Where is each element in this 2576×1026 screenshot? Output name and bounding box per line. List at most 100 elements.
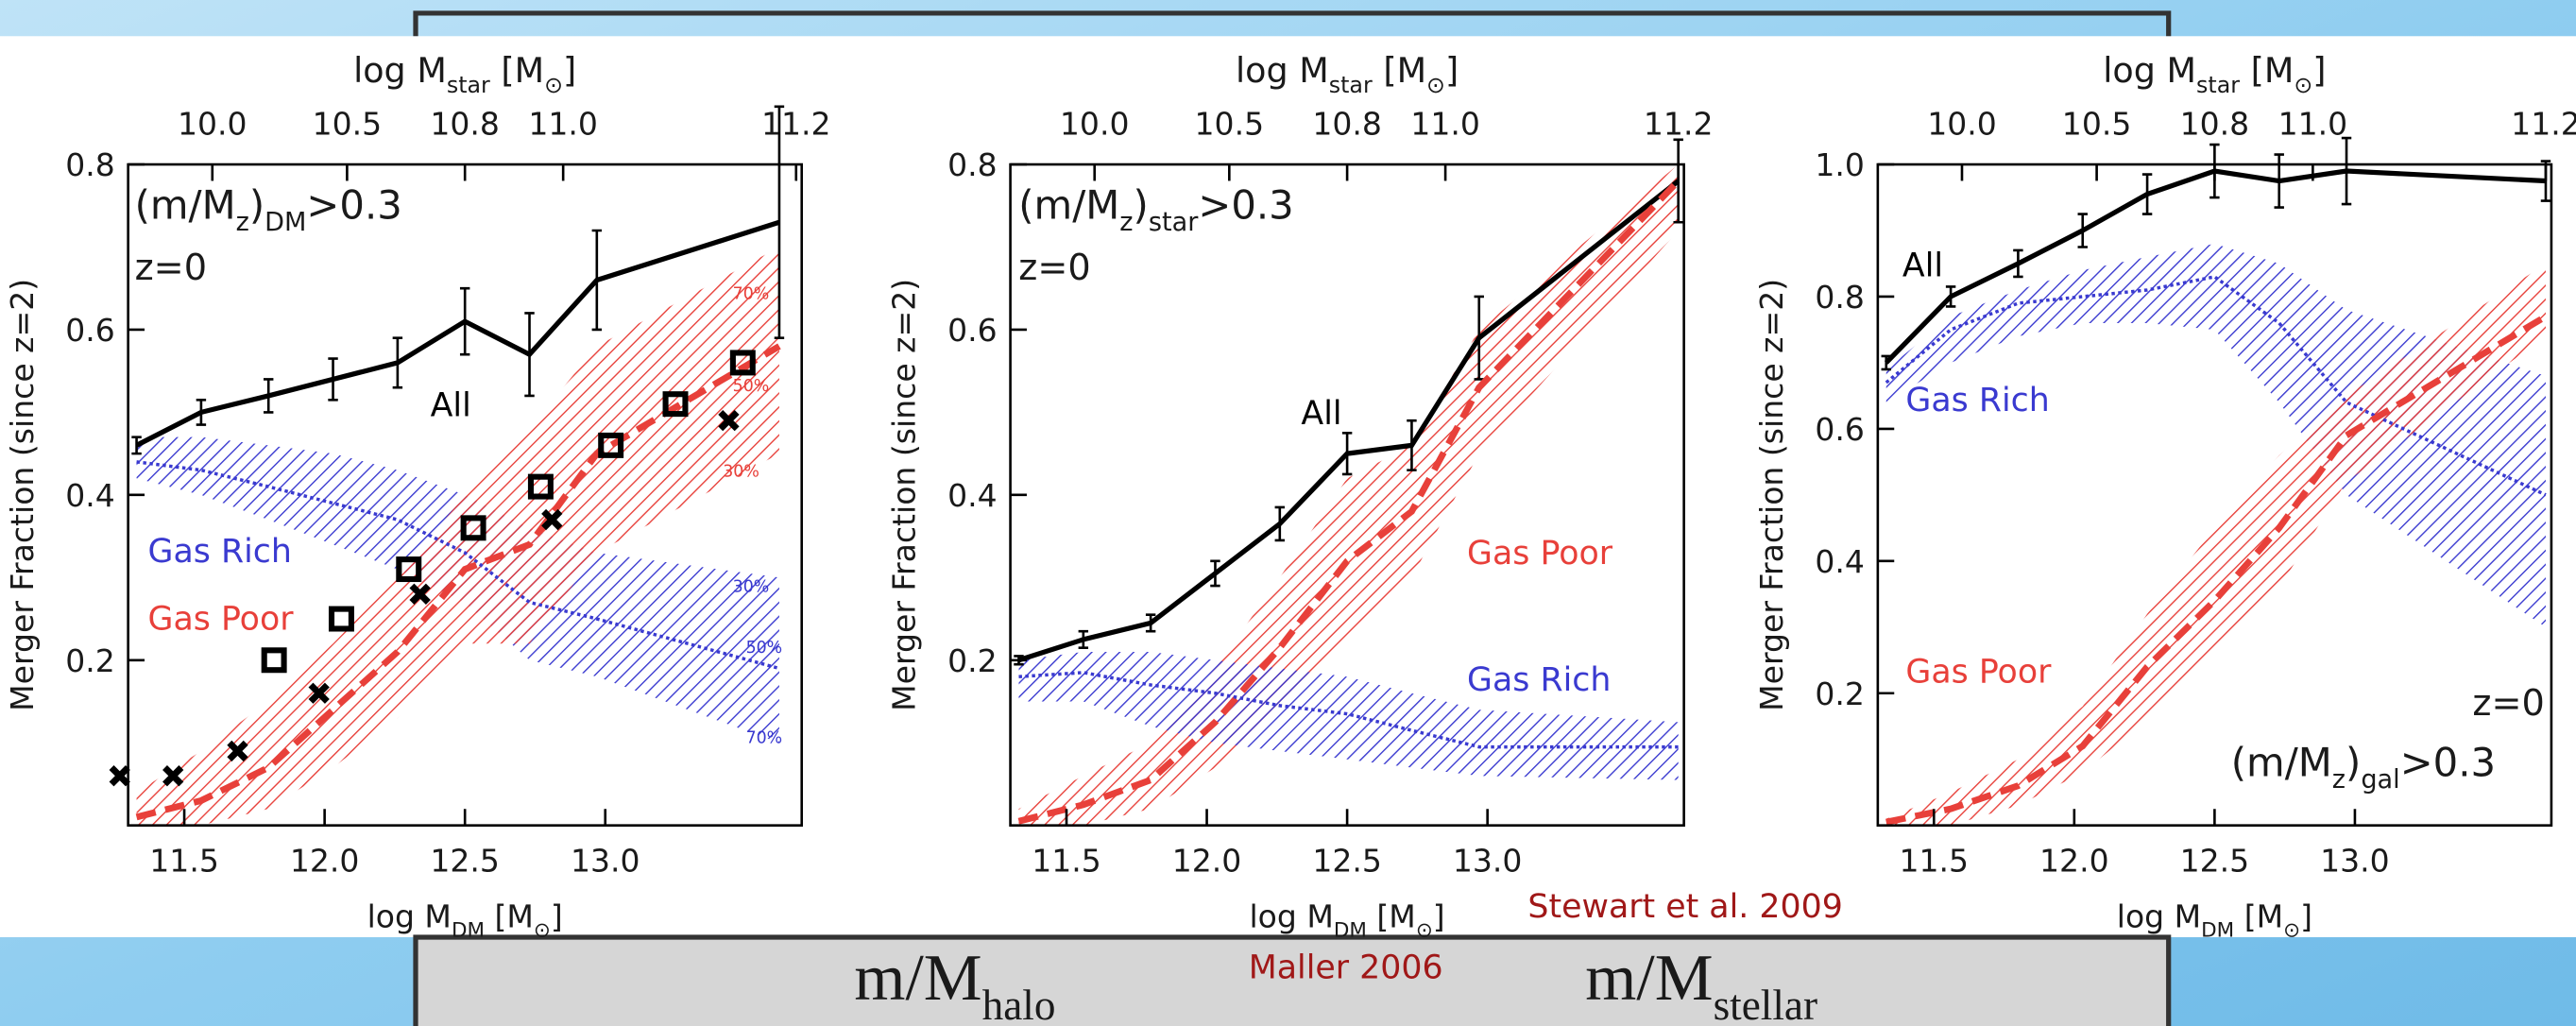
series-label: Gas Rich	[1905, 382, 2049, 419]
text-segment: >0.3	[1198, 181, 1293, 228]
text-segment: (m/M	[2231, 739, 2332, 785]
series-label: Gas Rich	[1467, 661, 1611, 699]
text-segment: [M	[490, 50, 544, 91]
y-tick-label: 0.6	[947, 312, 998, 349]
y-tick-label: 1.0	[1815, 146, 1865, 183]
x-axis-label: log MDM [M⊙]	[367, 898, 563, 943]
text-segment: ]	[2312, 50, 2326, 91]
subscript: DM	[2201, 918, 2234, 942]
subscript: ⊙	[2283, 918, 2300, 942]
x-tick-label: 11.5	[1032, 842, 1101, 879]
x2-tick-label: 11.2	[2511, 106, 2576, 143]
text-segment: m/M	[854, 942, 981, 1015]
text-segment: ]	[1433, 898, 1445, 935]
band-center	[136, 460, 780, 671]
error-bar	[1274, 505, 1286, 542]
x-tick-label: 12.5	[1312, 842, 1382, 879]
x-tick-label: 13.0	[571, 842, 640, 879]
band-center	[1885, 313, 2548, 826]
text-segment: log M	[353, 50, 447, 91]
square-marker	[328, 606, 354, 632]
band	[1885, 243, 2546, 627]
band-center	[1018, 671, 1679, 749]
cross-marker	[409, 583, 431, 605]
x-tick-label: 12.0	[2039, 842, 2109, 879]
x-tick-label: 13.0	[1453, 842, 1523, 879]
caption-stellar: m/Mstellar	[1585, 942, 1817, 1026]
frame-top	[413, 10, 2172, 37]
error-bar	[1145, 613, 1156, 633]
band	[1018, 164, 1679, 826]
text-segment: )	[2346, 739, 2361, 785]
subscript: ⊙	[534, 918, 551, 942]
error-bar	[328, 357, 338, 402]
error-bar	[524, 312, 535, 398]
text-segment: z=0	[1018, 247, 1090, 289]
x-axis-label: log MDM [M⊙]	[2117, 898, 2312, 943]
text-segment: z=0	[135, 247, 207, 289]
text-segment: [M	[2234, 898, 2283, 935]
text-segment: ]	[551, 898, 563, 935]
error-bar	[2141, 173, 2153, 215]
x2-tick-label: 10.8	[2180, 106, 2250, 143]
cross-marker	[109, 765, 130, 787]
x-tick-label: 12.5	[430, 842, 500, 879]
x2-axis-label: log Mstar [M⊙]	[2103, 50, 2326, 98]
x2-tick-label: 11.0	[1410, 106, 1480, 143]
annotation: 70%	[746, 729, 783, 748]
subscript: halo	[982, 982, 1056, 1026]
square-marker	[662, 391, 689, 418]
text-segment: [M	[1373, 50, 1426, 91]
text-segment: z=0	[2472, 682, 2544, 725]
text-segment: 30%	[733, 578, 770, 597]
text-segment: log M	[2103, 50, 2196, 91]
error-bar	[263, 378, 274, 414]
citation: Stewart et al. 2009	[1527, 888, 1842, 926]
text-segment: [M	[2240, 50, 2294, 91]
annotation: 70%	[733, 285, 770, 304]
error-bar	[1474, 295, 1484, 381]
y-tick-label: 0.8	[65, 146, 115, 183]
text-segment: log M	[2117, 898, 2201, 935]
y-tick-label: 0.8	[1815, 279, 1865, 316]
subscript: star	[2196, 72, 2240, 98]
y-tick-label: 0.6	[1815, 411, 1865, 448]
panel: All Gas Rich Gas Poor 0.2 0.4 0.6 0.8 1.0 11.5 12…	[1753, 50, 2576, 942]
text-segment: >0.3	[2400, 739, 2496, 785]
x2-tick-label: 11.0	[528, 106, 598, 143]
annotation: (m/Mz)star>0.3	[1018, 181, 1293, 237]
subscript: z	[1119, 208, 1133, 237]
text-segment: 30%	[723, 463, 759, 482]
square-marker	[729, 350, 756, 376]
subscript: DM	[264, 208, 306, 237]
x-tick-label: 13.0	[2320, 842, 2390, 879]
text-segment: log M	[1236, 50, 1329, 91]
x-tick-label: 11.5	[149, 842, 219, 879]
error-bar	[1407, 419, 1417, 471]
panel: All Gas Rich Gas Poor 0.2 0.4 0.6 0.8 11.5 12.0 1…	[4, 50, 831, 942]
y-axis-label: Merger Fraction (since z=2)	[886, 279, 923, 711]
x-tick-label: 12.0	[1172, 842, 1242, 879]
subscript: star	[447, 72, 490, 98]
y-tick-label: 0.6	[65, 312, 115, 349]
series-label: All	[431, 386, 471, 424]
subscript: gal	[2361, 765, 2399, 795]
cross-marker	[162, 765, 184, 787]
series-label: Gas Poor	[148, 601, 295, 639]
x-tick-label: 12.0	[290, 842, 360, 879]
text-segment: >0.3	[306, 181, 401, 228]
text-segment: 50%	[746, 639, 783, 658]
x2-tick-label: 10.5	[1195, 106, 1265, 143]
annotation: (m/Mz)gal>0.3	[2231, 739, 2496, 795]
y-tick-label: 0.2	[1815, 675, 1865, 712]
text-segment: ]	[563, 50, 576, 91]
error-bar	[131, 436, 142, 455]
error-bar	[2341, 136, 2352, 206]
square-marker	[598, 432, 624, 458]
text-segment: 50%	[733, 377, 770, 396]
text-segment: )	[249, 181, 264, 228]
caption-box	[413, 934, 2172, 1026]
square-marker	[460, 515, 486, 541]
